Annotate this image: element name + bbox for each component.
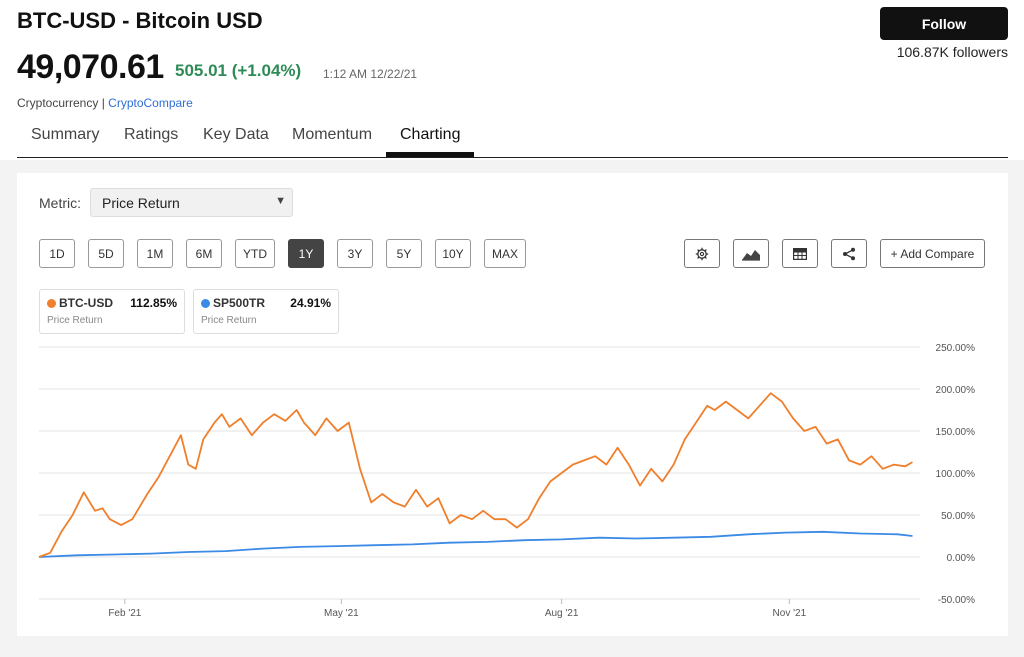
series-color-dot: [201, 299, 210, 308]
range-button-1y[interactable]: 1Y: [288, 239, 324, 268]
settings-icon: [695, 247, 709, 260]
tab-bar: Summary Ratings Key Data Momentum Charti…: [17, 122, 1008, 158]
y-tick-label: 150.00%: [936, 427, 976, 438]
range-button-6m[interactable]: 6M: [186, 239, 222, 268]
quote-meta: Cryptocurrency | CryptoCompare: [17, 96, 193, 110]
legend-value: 112.85%: [130, 296, 177, 310]
chart-type-button[interactable]: [733, 239, 769, 268]
x-tick-label: Aug '21: [545, 608, 579, 619]
table-icon: [793, 247, 807, 260]
legend-value: 24.91%: [290, 296, 331, 310]
y-tick-label: 50.00%: [941, 511, 975, 522]
caret-down-icon: ▼: [275, 195, 286, 207]
charting-panel: Metric: Price Return ▼ 1D 5D 1M 6M YTD 1…: [17, 173, 1008, 636]
tab-ratings[interactable]: Ratings: [124, 126, 179, 143]
tab-charting[interactable]: Charting: [400, 126, 461, 143]
x-tick-label: Feb '21: [108, 608, 141, 619]
range-button-1m[interactable]: 1M: [137, 239, 173, 268]
y-tick-label: -50.00%: [938, 595, 975, 606]
chart-type-icon: [742, 249, 760, 261]
legend-symbol: BTC-USD: [59, 296, 113, 310]
add-compare-button[interactable]: + Add Compare: [880, 239, 985, 268]
tab-key-data[interactable]: Key Data: [203, 126, 269, 143]
price-return-chart[interactable]: 250.00% 200.00% 150.00% 100.00% 50.00% 0.00% -…: [17, 173, 1008, 636]
chart-settings-button[interactable]: [684, 239, 720, 268]
range-button-1d[interactable]: 1D: [39, 239, 75, 268]
series-color-dot: [47, 299, 56, 308]
range-button-3y[interactable]: 3Y: [337, 239, 373, 268]
x-tick-label: Nov '21: [773, 608, 807, 619]
active-tab-indicator: [386, 152, 474, 157]
legend-symbol: SP500TR: [213, 296, 266, 310]
range-button-10y[interactable]: 10Y: [435, 239, 471, 268]
share-icon: [843, 247, 855, 260]
tab-momentum[interactable]: Momentum: [292, 126, 373, 143]
security-title: BTC-USD - Bitcoin USD: [17, 8, 263, 33]
legend-card-sp500tr[interactable]: SP500TR 24.91% Price Return: [193, 289, 339, 334]
series-line-btc-usd: [38, 392, 913, 558]
y-tick-label: 250.00%: [936, 343, 976, 354]
y-tick-label: 0.00%: [947, 553, 975, 564]
tab-summary[interactable]: Summary: [31, 126, 100, 143]
range-button-5d[interactable]: 5D: [88, 239, 124, 268]
last-price: 49,070.61: [17, 48, 164, 86]
metric-value: Price Return: [102, 195, 180, 211]
source-link[interactable]: CryptoCompare: [108, 96, 193, 110]
data-table-button[interactable]: [782, 239, 818, 268]
quote-timestamp: 1:12 AM 12/22/21: [323, 67, 418, 81]
y-tick-label: 200.00%: [936, 385, 976, 396]
price-change: 505.01 (+1.04%): [175, 61, 302, 80]
y-tick-label: 100.00%: [936, 469, 976, 480]
follow-button[interactable]: Follow: [880, 7, 1008, 40]
range-button-max[interactable]: MAX: [484, 239, 526, 268]
range-button-5y[interactable]: 5Y: [386, 239, 422, 268]
metric-label: Metric:: [39, 195, 81, 211]
legend-metric: Price Return: [201, 315, 257, 326]
legend-metric: Price Return: [47, 315, 103, 326]
followers-count: 106.87K followers: [896, 44, 1008, 60]
metric-select[interactable]: Price Return ▼: [90, 188, 293, 217]
series-line-sp500tr: [38, 530, 913, 558]
category-label: Cryptocurrency |: [17, 96, 109, 110]
range-button-ytd[interactable]: YTD: [235, 239, 275, 268]
share-button[interactable]: [831, 239, 867, 268]
x-tick-label: May '21: [324, 608, 359, 619]
legend-card-btc[interactable]: BTC-USD 112.85% Price Return: [39, 289, 185, 334]
quote-header: BTC-USD - Bitcoin USD 49,070.61 505.01 (…: [0, 0, 1024, 160]
